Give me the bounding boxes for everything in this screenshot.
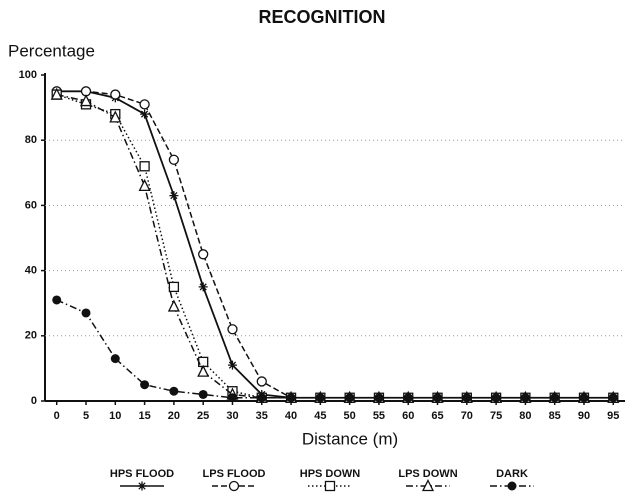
data-point: [169, 191, 179, 201]
x-tick-label: 35: [256, 410, 268, 422]
data-point: [140, 380, 150, 390]
x-tick-label: 75: [490, 410, 502, 422]
legend-marker: [228, 480, 240, 492]
series-line: [56, 299, 614, 399]
x-tick-label: 15: [138, 410, 150, 422]
legend-label: HPS DOWN: [300, 468, 361, 480]
data-point: [198, 249, 209, 260]
data-point: [374, 393, 384, 403]
data-point: [168, 154, 180, 165]
x-tick-label: 95: [607, 410, 619, 422]
data-point: [198, 389, 208, 399]
y-tick-label: 40: [25, 265, 37, 277]
x-tick-label: 45: [314, 410, 326, 422]
data-point: [169, 386, 179, 396]
y-tick-label: 80: [25, 134, 37, 146]
data-point: [139, 99, 150, 110]
data-point: [403, 393, 413, 403]
data-point: [256, 376, 267, 387]
chart-title: RECOGNITION: [258, 7, 385, 27]
data-point: [345, 393, 355, 403]
data-point: [286, 393, 296, 403]
series-line: [56, 90, 614, 399]
x-tick-label: 50: [344, 410, 356, 422]
data-point: [139, 161, 150, 172]
data-point: [81, 308, 91, 318]
y-tick-label: 0: [31, 395, 37, 407]
x-tick-label: 80: [519, 410, 531, 422]
data-point: [109, 110, 122, 123]
series-line: [56, 93, 614, 399]
x-tick-label: 20: [168, 410, 180, 422]
x-tick-label: 60: [402, 410, 414, 422]
data-point: [110, 89, 121, 100]
x-tick-label: 5: [83, 410, 89, 422]
legend-label: DARK: [496, 468, 528, 480]
legend-label: LPS DOWN: [398, 468, 457, 480]
series-line: [56, 90, 614, 399]
y-tick-label: 60: [25, 199, 37, 211]
legend-label: HPS FLOOD: [110, 468, 174, 480]
legend-marker: [137, 481, 147, 491]
x-tick-label: 65: [431, 410, 443, 422]
data-point: [167, 299, 180, 312]
data-point: [227, 360, 237, 370]
data-point: [197, 364, 210, 377]
data-point: [257, 393, 267, 403]
data-point: [579, 393, 589, 403]
data-point: [138, 178, 151, 191]
legend-label: LPS FLOOD: [203, 468, 266, 480]
legend-marker: [507, 481, 517, 491]
data-point: [79, 94, 93, 107]
x-tick-label: 40: [285, 410, 297, 422]
y-tick-label: 100: [19, 69, 37, 81]
x-tick-label: 25: [197, 410, 209, 422]
x-tick-label: 85: [549, 410, 561, 422]
x-tick-label: 10: [109, 410, 121, 422]
data-point: [520, 393, 530, 403]
x-tick-label: 30: [226, 410, 238, 422]
data-point: [110, 354, 120, 364]
data-point: [50, 87, 63, 100]
x-tick-label: 0: [54, 410, 60, 422]
data-point: [315, 393, 325, 403]
y-axis-label: Percentage: [8, 41, 95, 60]
data-point: [198, 282, 208, 292]
data-point: [608, 393, 618, 403]
data-point: [462, 393, 472, 403]
data-point: [491, 393, 501, 403]
data-point: [550, 393, 560, 403]
y-tick-label: 20: [25, 330, 37, 342]
data-point: [433, 393, 443, 403]
x-tick-label: 55: [373, 410, 385, 422]
legend-marker: [324, 480, 336, 492]
x-axis-label: Distance (m): [302, 429, 398, 448]
data-point: [227, 324, 238, 335]
data-point: [140, 109, 150, 119]
data-point: [168, 281, 180, 293]
data-point: [52, 295, 62, 305]
x-tick-label: 90: [578, 410, 590, 422]
x-tick-label: 70: [461, 410, 473, 422]
legend-marker: [421, 479, 435, 492]
data-point: [227, 393, 237, 403]
